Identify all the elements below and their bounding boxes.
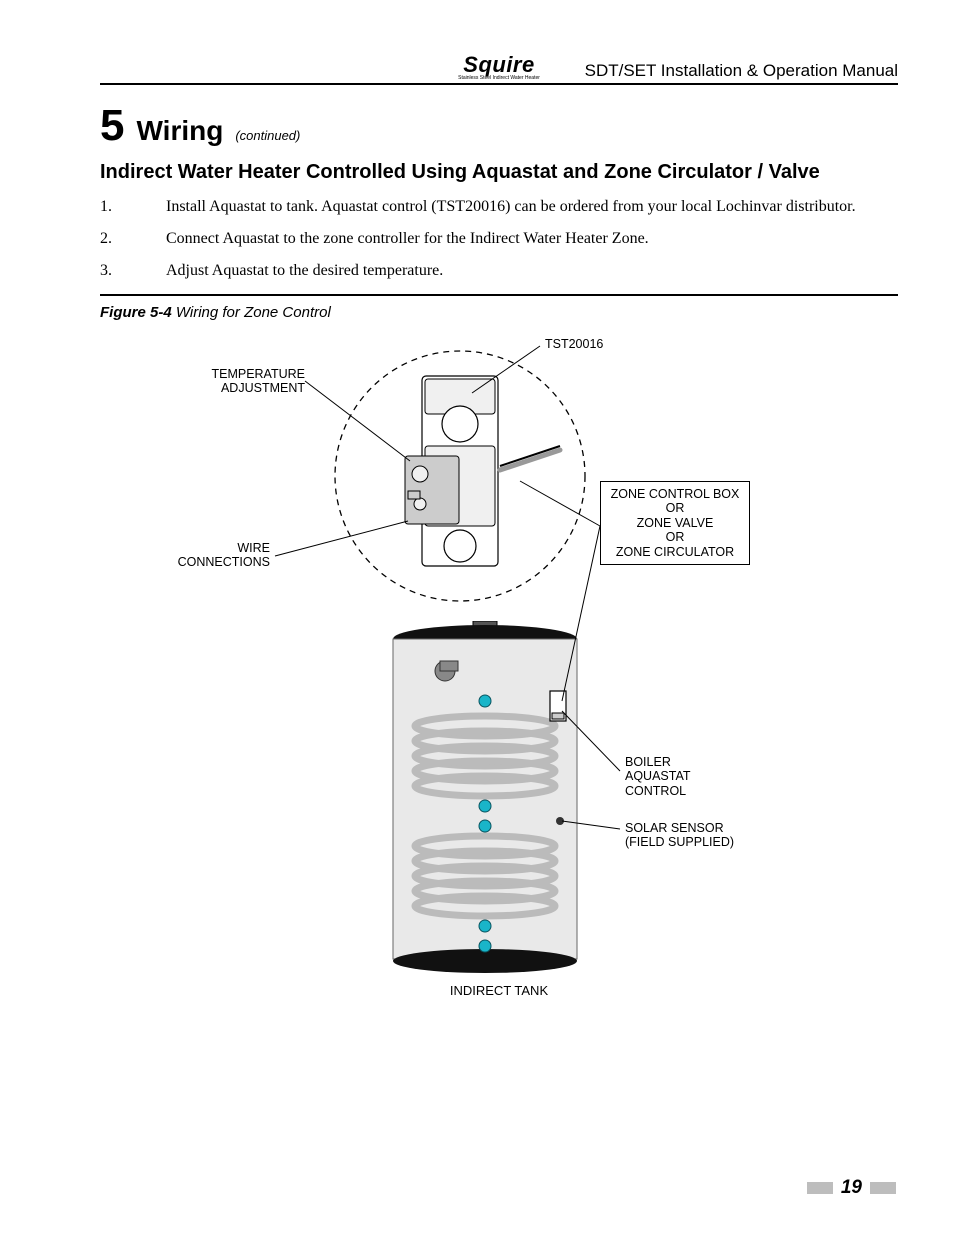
page-number: 19	[807, 1177, 896, 1199]
section-title: Wiring	[136, 115, 223, 147]
section-number: 5	[100, 101, 124, 151]
figure-caption: Figure 5-4 Wiring for Zone Control	[100, 304, 898, 321]
steps-list: 1. Install Aquastat to tank. Aquastat co…	[100, 198, 898, 280]
step-text: Connect Aquastat to the zone controller …	[166, 230, 898, 248]
list-item: 2. Connect Aquastat to the zone controll…	[100, 230, 898, 248]
section-header: 5 Wiring (continued)	[100, 101, 898, 151]
label-wire-connections: WIRE CONNECTIONS	[160, 541, 270, 570]
page: Squire Stainless Steel Indirect Water He…	[0, 0, 954, 1235]
label-solar-sensor: SOLAR SENSOR (FIELD SUPPLIED)	[625, 821, 734, 850]
step-number: 2.	[100, 230, 166, 248]
step-text: Adjust Aquastat to the desired temperatu…	[166, 262, 898, 280]
header-row: Squire Stainless Steel Indirect Water He…	[100, 52, 898, 85]
subheading: Indirect Water Heater Controlled Using A…	[100, 161, 898, 184]
step-text: Install Aquastat to tank. Aquastat contr…	[166, 198, 898, 216]
label-indirect-tank: INDIRECT TANK	[100, 983, 898, 998]
brand-text: Squire	[463, 52, 534, 77]
step-number: 3.	[100, 262, 166, 280]
step-number: 1.	[100, 198, 166, 216]
label-tst: TST20016	[545, 337, 603, 351]
label-boiler-aquastat: BOILER AQUASTAT CONTROL	[625, 755, 691, 798]
brand-sub: Stainless Steel Indirect Water Heater	[458, 75, 540, 81]
decoration-box	[807, 1182, 833, 1194]
decoration-box	[870, 1182, 896, 1194]
brand-logo: Squire Stainless Steel Indirect Water He…	[458, 52, 540, 81]
continued-label: (continued)	[235, 128, 300, 143]
leader-lines	[100, 331, 898, 1011]
label-temp-adjustment: TEMPERATURE ADJUSTMENT	[160, 367, 305, 396]
label-zone-box: ZONE CONTROL BOX OR ZONE VALVE OR ZONE C…	[600, 481, 750, 565]
list-item: 1. Install Aquastat to tank. Aquastat co…	[100, 198, 898, 216]
figure-area: TST20016 TEMPERATURE ADJUSTMENT WIRE CON…	[100, 331, 898, 1011]
page-number-value: 19	[841, 1177, 862, 1199]
figure-title: Wiring for Zone Control	[172, 304, 331, 321]
list-item: 3. Adjust Aquastat to the desired temper…	[100, 262, 898, 280]
doc-title: SDT/SET Installation & Operation Manual	[585, 61, 898, 80]
figure-number: Figure 5-4	[100, 304, 172, 321]
divider	[100, 294, 898, 296]
